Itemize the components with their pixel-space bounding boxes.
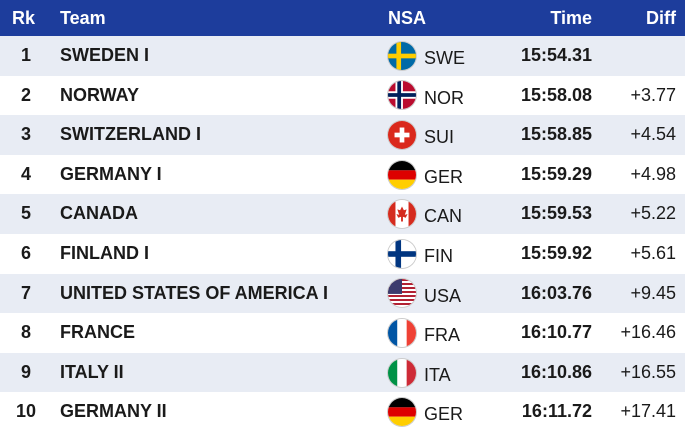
- header-rank: Rk: [12, 8, 36, 28]
- time: 15:54.31: [520, 45, 592, 65]
- diff: +5.61: [630, 243, 676, 263]
- nsa-code: ITA: [424, 364, 451, 385]
- rank: 6: [20, 243, 31, 263]
- team-name: SWEDEN I: [60, 45, 150, 65]
- diff: +16.46: [620, 322, 676, 343]
- time: 16:03.76: [520, 282, 592, 303]
- flag-icon: [388, 239, 416, 268]
- result-row: 7 UNITED STATES OF AMERICA I USA 16:03.76 +9…: [0, 273, 685, 314]
- nsa-code: FRA: [424, 325, 460, 346]
- team-name: UNITED STATES OF AMERICA I: [60, 282, 328, 303]
- flag-icon: [388, 398, 416, 427]
- diff: +4.98: [630, 163, 676, 184]
- result-row: 4 GERMANY I GER 15:59.29 +4.98: [0, 154, 685, 195]
- header-time: Time: [550, 8, 592, 28]
- result-row: 6 FINLAND I FIN 15:59.92 +5.61: [0, 234, 685, 274]
- team-name: GERMANY II: [60, 401, 167, 422]
- header-diff: Diff: [646, 8, 676, 28]
- flag-icon: [388, 160, 416, 189]
- result-row: 9 ITALY II ITA 16:10.86 +16.55: [0, 352, 685, 393]
- team-name: CANADA: [60, 203, 138, 224]
- time: 16:10.77: [520, 322, 592, 343]
- flag-icon: [388, 200, 416, 229]
- time: 15:59.53: [520, 203, 592, 224]
- flag-icon: [388, 318, 416, 347]
- flag: [388, 81, 416, 110]
- rank: 1: [20, 45, 31, 65]
- flag: [388, 358, 416, 387]
- time: 16:10.86: [520, 361, 592, 382]
- flag: [388, 41, 416, 70]
- result-row: 2 NORWAY NOR 15:58.08 +3.77: [0, 75, 685, 116]
- time: 16:11.72: [521, 401, 592, 422]
- flag: [388, 239, 416, 268]
- nsa-code: GER: [424, 404, 464, 425]
- team-name: ITALY II: [60, 361, 124, 382]
- diff: +5.22: [630, 203, 676, 224]
- nsa-code: NOR: [424, 87, 464, 108]
- nsa-code: USA: [424, 285, 462, 306]
- diff: +16.55: [620, 361, 676, 382]
- flag: [388, 318, 416, 347]
- time: 15:58.08: [520, 84, 592, 105]
- diff: +3.77: [630, 84, 676, 105]
- rank: 10: [15, 401, 37, 422]
- time: 15:59.92: [520, 243, 592, 263]
- flag: [388, 160, 416, 189]
- rank: 5: [20, 203, 31, 224]
- flag: [388, 120, 416, 149]
- flag: [388, 398, 416, 427]
- diff: +17.41: [620, 401, 676, 422]
- result-row: 10 GERMANY II GER 16:11.72 +17.41: [0, 392, 685, 432]
- header-team: Team: [60, 8, 106, 28]
- nsa-code: CAN: [424, 206, 463, 227]
- rank: 3: [20, 124, 31, 145]
- flag-icon: [388, 81, 416, 110]
- time: 15:59.29: [520, 163, 592, 184]
- team-name: GERMANY I: [60, 163, 162, 184]
- header-nsa: NSA: [388, 8, 427, 28]
- result-row: 3 SWITZERLAND I SUI 15:58.85 +4.54: [0, 115, 685, 155]
- nsa-code: SWE: [424, 48, 466, 68]
- rank: 4: [20, 163, 31, 184]
- flag: [388, 279, 416, 308]
- header-row: Rk Team NSA Time Diff: [0, 0, 685, 36]
- team-name: FINLAND I: [60, 243, 149, 263]
- time: 15:58.85: [520, 124, 592, 145]
- result-row: 8 FRANCE FRA 16:10.77 +16.46: [0, 313, 685, 353]
- nsa-code: GER: [424, 166, 464, 187]
- team-name: SWITZERLAND I: [60, 124, 201, 145]
- rank: 9: [20, 361, 31, 382]
- diff: +9.45: [630, 282, 676, 303]
- rank: 2: [20, 84, 31, 105]
- result-row: 5 CANADA CAN 15:59.53 +5.22: [0, 194, 685, 234]
- rank: 7: [20, 282, 31, 303]
- flag-icon: [388, 358, 416, 387]
- rank: 8: [20, 322, 31, 343]
- diff: +4.54: [630, 124, 676, 145]
- flag-icon: [388, 41, 416, 70]
- team-name: FRANCE: [60, 322, 135, 343]
- flag-icon: [388, 279, 416, 308]
- nsa-code: SUI: [424, 127, 455, 148]
- team-name: NORWAY: [60, 84, 140, 105]
- result-row: 1 SWEDEN I SWE 15:54.31: [0, 36, 685, 76]
- flag-icon: [388, 120, 416, 149]
- nsa-code: FIN: [424, 246, 453, 266]
- flag: [388, 200, 416, 229]
